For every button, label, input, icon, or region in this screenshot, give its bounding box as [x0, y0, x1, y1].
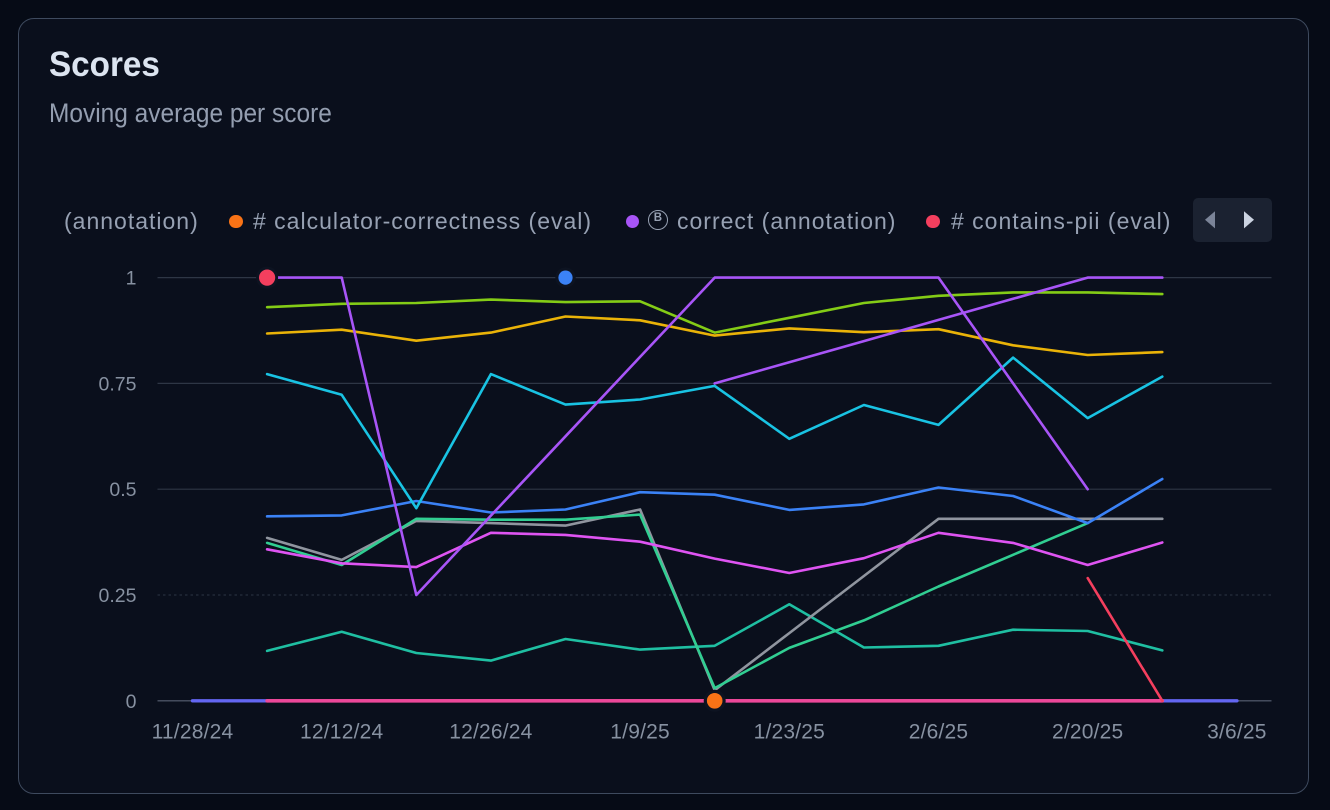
svg-text:1/9/25: 1/9/25 [610, 721, 670, 744]
svg-text:3/6/25: 3/6/25 [1207, 721, 1267, 744]
svg-text:0.75: 0.75 [99, 373, 137, 395]
svg-text:1: 1 [126, 268, 137, 290]
svg-text:2/6/25: 2/6/25 [909, 721, 969, 744]
svg-text:12/26/24: 12/26/24 [449, 721, 532, 744]
svg-text:0.5: 0.5 [109, 479, 136, 501]
svg-text:11/28/24: 11/28/24 [152, 721, 234, 744]
svg-text:2/20/25: 2/20/25 [1052, 721, 1123, 744]
svg-text:0: 0 [126, 691, 137, 713]
svg-text:1/23/25: 1/23/25 [754, 721, 825, 744]
svg-text:12/12/24: 12/12/24 [300, 721, 383, 744]
svg-text:0.25: 0.25 [99, 585, 137, 607]
